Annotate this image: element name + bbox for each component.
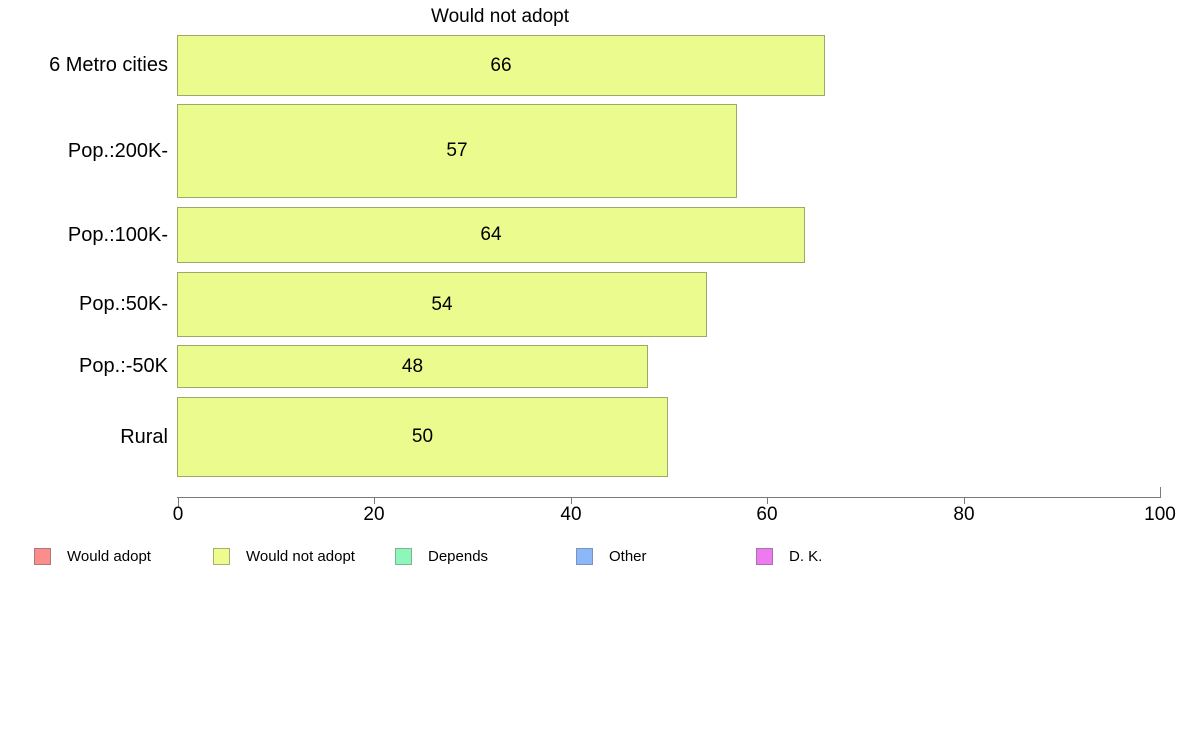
legend-label: Would not adopt: [246, 548, 355, 565]
legend-swatch: [213, 548, 230, 565]
bar: 50: [177, 397, 668, 477]
legend-item: Would adopt: [34, 548, 151, 565]
bar: 57: [177, 104, 737, 198]
legend-item: Other: [576, 548, 647, 565]
category-label: Pop.:200K-: [67, 139, 168, 162]
legend-swatch: [576, 548, 593, 565]
bar-value-label: 50: [411, 426, 434, 447]
category-label: 6 Metro cities: [49, 54, 168, 76]
legend-item: D. K.: [756, 548, 822, 565]
x-axis-tick: [178, 497, 179, 507]
bar-value-label: 66: [490, 54, 512, 76]
legend-label: D. K.: [789, 548, 823, 565]
bar-value-label: 48: [401, 355, 424, 377]
x-axis-tick: [1160, 487, 1161, 497]
x-axis-line: [177, 497, 1161, 498]
bar-value-label: 57: [446, 140, 468, 161]
bar: 64: [177, 207, 805, 263]
category-label: Pop.:-50K: [79, 355, 168, 377]
legend-swatch: [756, 548, 773, 565]
legend-item: Would not adopt: [213, 548, 355, 565]
legend-swatch: [395, 548, 412, 565]
legend-swatch: [34, 548, 51, 565]
x-axis-tick: [571, 497, 572, 504]
category-label: Pop.:50K-: [79, 293, 168, 315]
legend-item: Depends: [395, 548, 488, 565]
x-axis-tick: [964, 497, 965, 504]
x-tick-label: 0: [172, 504, 184, 525]
x-tick-label: 20: [363, 504, 385, 525]
legend-label: Would adopt: [67, 548, 151, 565]
x-axis-tick: [374, 497, 375, 504]
bar: 66: [177, 35, 825, 96]
x-tick-label: 40: [560, 504, 582, 525]
bar: 48: [177, 345, 648, 388]
bar-value-label: 64: [480, 224, 502, 245]
bar: 54: [177, 272, 707, 337]
x-axis-tick: [767, 497, 768, 504]
x-tick-label: 100: [1144, 504, 1176, 525]
category-label: Rural: [120, 425, 168, 448]
legend-label: Other: [609, 548, 647, 565]
legend-label: Depends: [428, 548, 489, 565]
category-label: Pop.:100K-: [67, 223, 168, 246]
x-tick-label: 80: [953, 504, 975, 525]
bar-value-label: 54: [431, 293, 453, 315]
chart-title: Would not adopt: [430, 6, 570, 27]
x-tick-label: 60: [756, 504, 778, 525]
